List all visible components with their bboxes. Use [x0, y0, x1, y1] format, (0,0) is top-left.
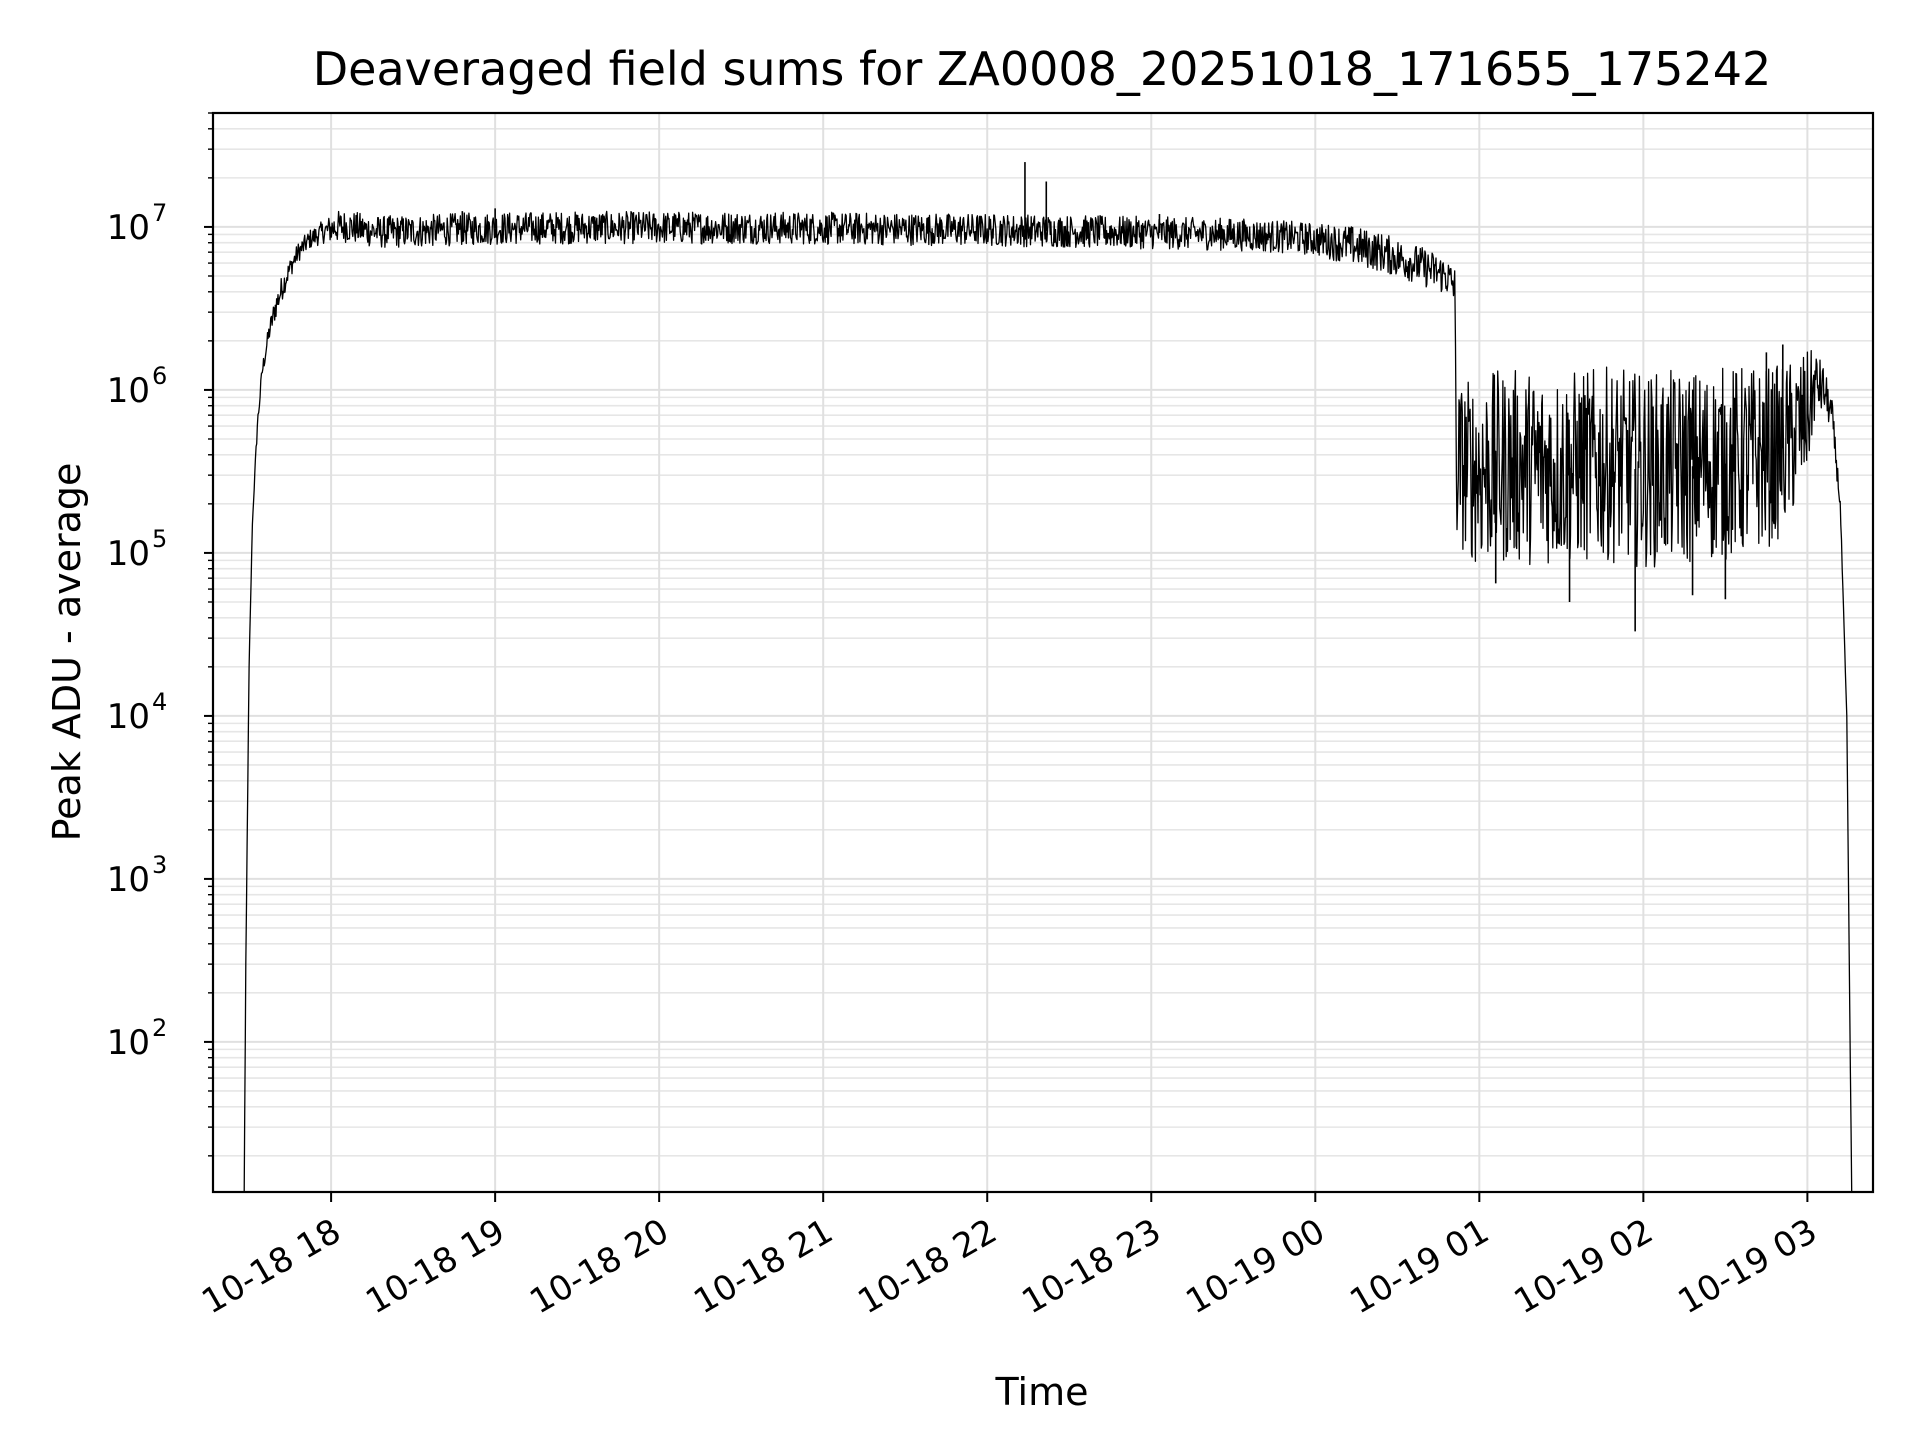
y-tick-label: 10 — [107, 860, 150, 900]
y-tick-label-exponent: 5 — [152, 525, 167, 553]
plot-area — [243, 162, 1853, 1192]
y-tick-label: 10 — [107, 697, 150, 737]
y-axis-label: Peak ADU - average — [45, 463, 89, 842]
y-tick-label: 10 — [107, 371, 150, 411]
y-tick-label-exponent: 3 — [152, 851, 167, 879]
series-line — [243, 210, 1853, 1192]
x-axis-label: Time — [995, 1370, 1089, 1414]
y-tick-label-exponent: 7 — [152, 199, 167, 227]
plot-frame — [211, 111, 1875, 1194]
y-tick-label-exponent: 6 — [152, 362, 167, 390]
series-group — [243, 162, 1853, 1192]
y-tick-label: 10 — [107, 1023, 150, 1063]
y-tick-label-exponent: 4 — [152, 688, 167, 716]
y-tick-label-exponent: 2 — [152, 1014, 167, 1042]
y-tick-label: 10 — [107, 534, 150, 574]
chart-title: Deaveraged field sums for ZA0008_2025101… — [313, 42, 1772, 96]
y-tick-label: 10 — [107, 208, 150, 248]
